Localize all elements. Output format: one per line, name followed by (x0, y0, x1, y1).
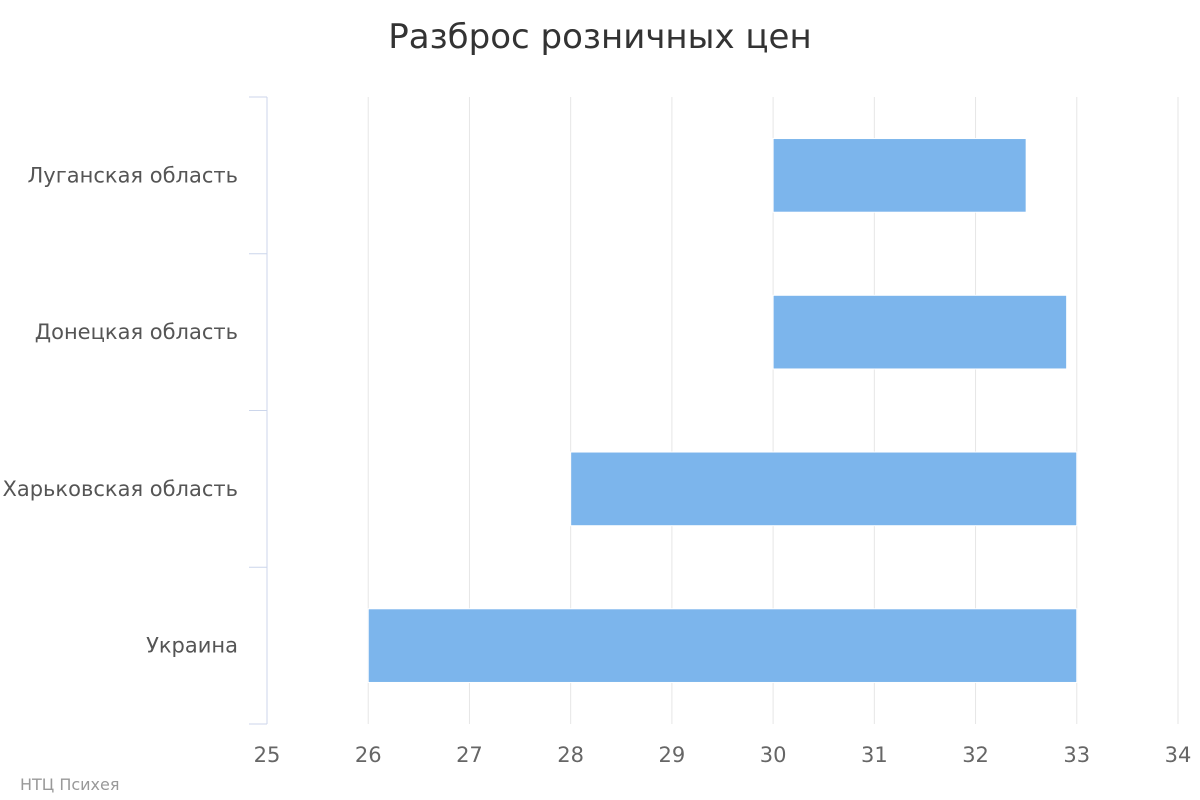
y-axis (249, 96, 268, 725)
x-tick-label: 28 (557, 743, 584, 767)
category-labels: Луганская область Донецкая область Харьков… (2, 163, 238, 657)
x-tick-label: 32 (962, 743, 989, 767)
x-tick-label: 33 (1063, 743, 1090, 767)
x-tick-label: 31 (861, 743, 888, 767)
x-tick-label: 29 (659, 743, 686, 767)
bar[interactable] (570, 451, 1078, 527)
category-label: Луганская область (27, 163, 238, 187)
credit-text[interactable]: НТЦ Психея (20, 775, 119, 794)
category-label: Украина (146, 634, 238, 658)
category-label: Харьковская область (2, 477, 238, 501)
bar[interactable] (772, 294, 1068, 370)
category-label: Донецкая область (35, 320, 238, 344)
x-tick-label: 26 (355, 743, 382, 767)
x-tick-labels: 25 26 27 28 29 30 31 32 33 34 (254, 743, 1192, 767)
bar[interactable] (772, 138, 1027, 213)
bar[interactable] (367, 608, 1078, 683)
x-tick-label: 30 (760, 743, 787, 767)
x-tick-label: 34 (1165, 743, 1192, 767)
chart-title: Разброс розничных цен (388, 17, 811, 57)
x-tick-label: 27 (456, 743, 483, 767)
bars (367, 138, 1078, 683)
x-tick-label: 25 (254, 743, 281, 767)
